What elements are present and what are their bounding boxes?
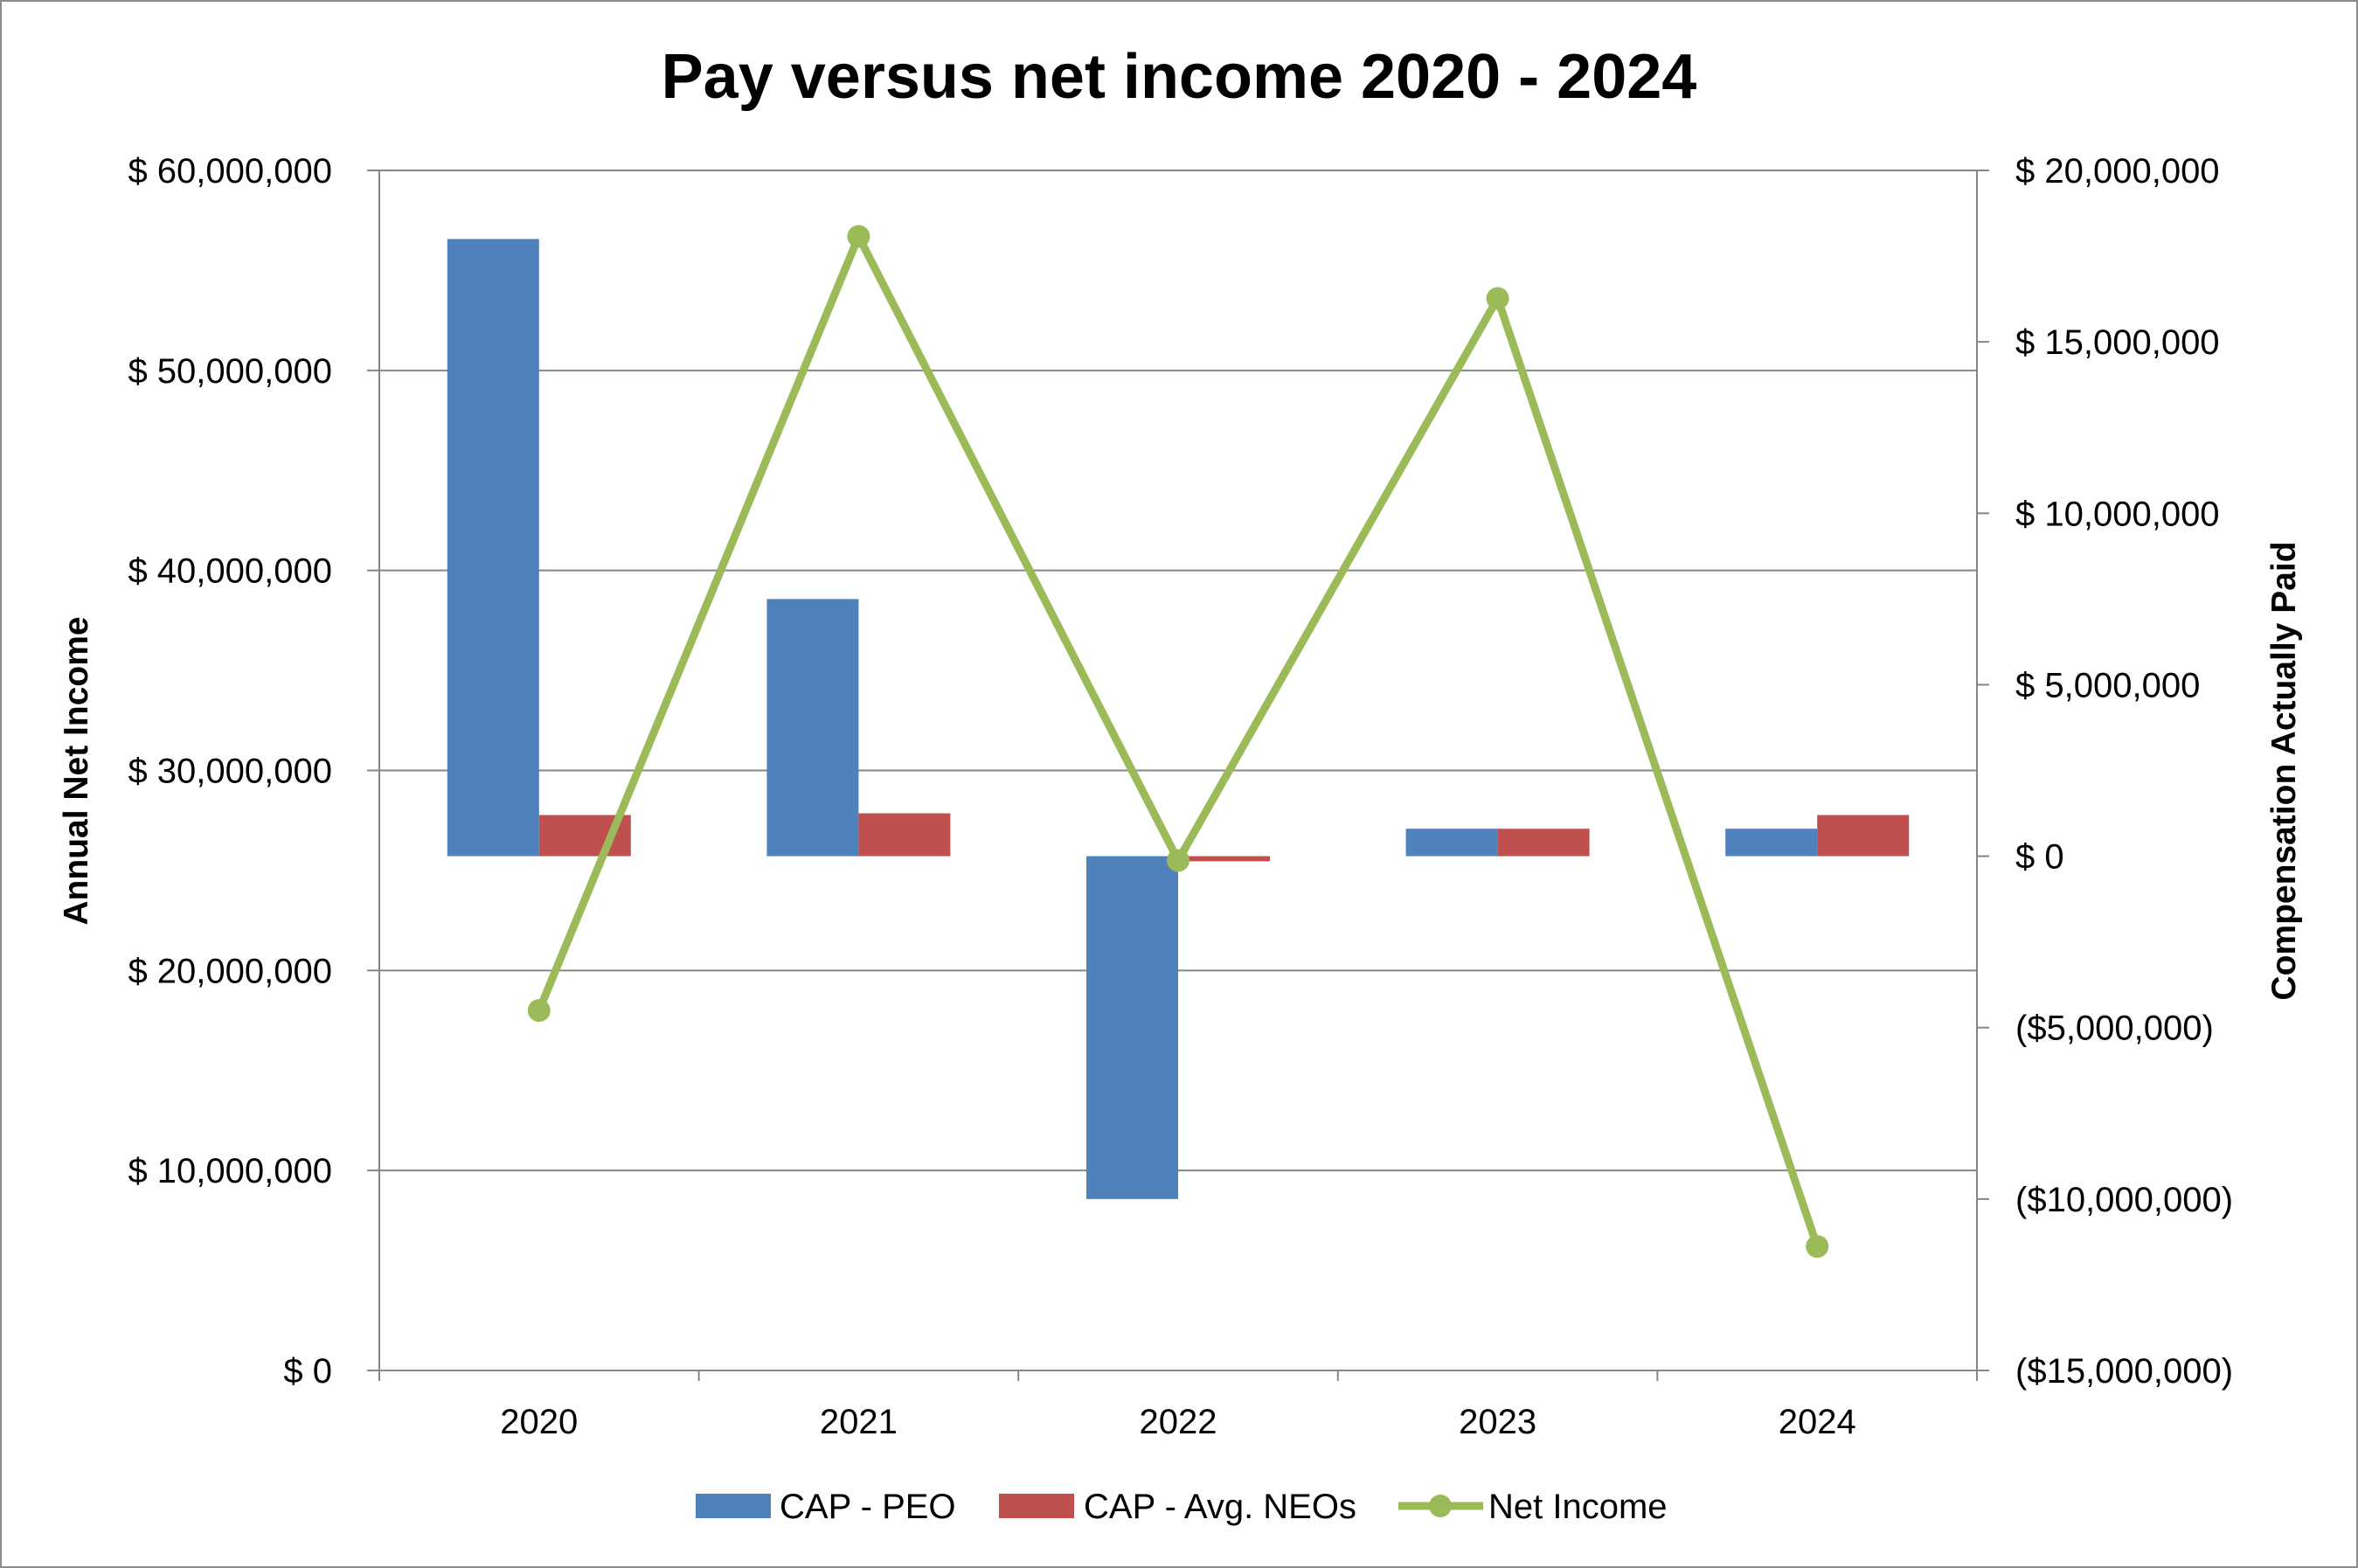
- point-2-3: [1486, 287, 1509, 310]
- left-tick-label: $ 60,000,000: [128, 152, 332, 191]
- point-2-1: [847, 225, 870, 248]
- right-axis-ticks: ($15,000,000) ($10,000,000) ($5,000,000) $ …: [1977, 152, 2233, 1391]
- legend: CAP - PEO CAP - Avg. NEOs Net Income: [696, 1488, 1668, 1526]
- bar-0-1: [766, 599, 859, 857]
- right-tick-label: ($15,000,000): [2015, 1352, 2233, 1391]
- bar-0-4: [1725, 829, 1818, 857]
- x-tick-label: 2024: [1779, 1403, 1856, 1441]
- x-tick-label: 2022: [1140, 1403, 1217, 1441]
- gridlines: [379, 170, 1977, 1172]
- point-2-2: [1167, 849, 1189, 872]
- left-tick-label: $ 40,000,000: [128, 552, 332, 591]
- x-tick-label: 2023: [1459, 1403, 1536, 1441]
- line-series-group: [527, 225, 1829, 1259]
- left-axis-title: Annual Net Income: [58, 616, 95, 925]
- bar-0-0: [447, 239, 539, 857]
- legend-label-0: CAP - PEO: [780, 1488, 956, 1526]
- point-2-4: [1806, 1235, 1829, 1259]
- legend-marker-2: [1429, 1495, 1452, 1517]
- bar-1-2: [1178, 856, 1270, 862]
- left-tick-label: $ 10,000,000: [128, 1152, 332, 1190]
- legend-label-2: Net Income: [1488, 1488, 1668, 1526]
- right-tick-label: $ 20,000,000: [2015, 152, 2220, 191]
- right-tick-label: ($5,000,000): [2015, 1009, 2214, 1048]
- bar-1-3: [1497, 829, 1590, 857]
- bar-series-group: [447, 239, 1910, 1199]
- bar-0-3: [1405, 829, 1498, 857]
- left-tick-label: $ 0: [283, 1352, 332, 1391]
- left-tick-label: $ 20,000,000: [128, 952, 332, 990]
- legend-label-1: CAP - Avg. NEOs: [1084, 1488, 1356, 1526]
- right-tick-label: ($10,000,000): [2015, 1181, 2233, 1219]
- x-tick-label: 2020: [500, 1403, 578, 1441]
- point-2-0: [527, 999, 551, 1023]
- right-tick-label: $ 10,000,000: [2015, 495, 2220, 533]
- right-tick-label: $ 0: [2015, 838, 2064, 877]
- bar-1-1: [858, 813, 951, 857]
- left-tick-label: $ 30,000,000: [128, 753, 332, 791]
- bar-1-4: [1817, 815, 1910, 857]
- chart-title: Pay versus net income 2020 - 2024: [662, 42, 1697, 112]
- right-axis-title: Compensation Actually Paid: [2265, 541, 2303, 1000]
- legend-swatch-0: [696, 1494, 771, 1518]
- x-tick-label: 2021: [820, 1403, 898, 1441]
- left-axis-ticks: $ 0 $ 10,000,000 $ 20,000,000 $ 30,000,000 $…: [128, 152, 379, 1391]
- bar-0-2: [1086, 856, 1178, 1199]
- x-axis-ticks: 2020 2021 2022 2023 2024: [378, 1370, 1978, 1441]
- left-tick-label: $ 50,000,000: [128, 352, 332, 391]
- legend-swatch-1: [999, 1494, 1074, 1518]
- right-tick-label: $ 15,000,000: [2015, 323, 2220, 362]
- right-tick-label: $ 5,000,000: [2015, 666, 2200, 704]
